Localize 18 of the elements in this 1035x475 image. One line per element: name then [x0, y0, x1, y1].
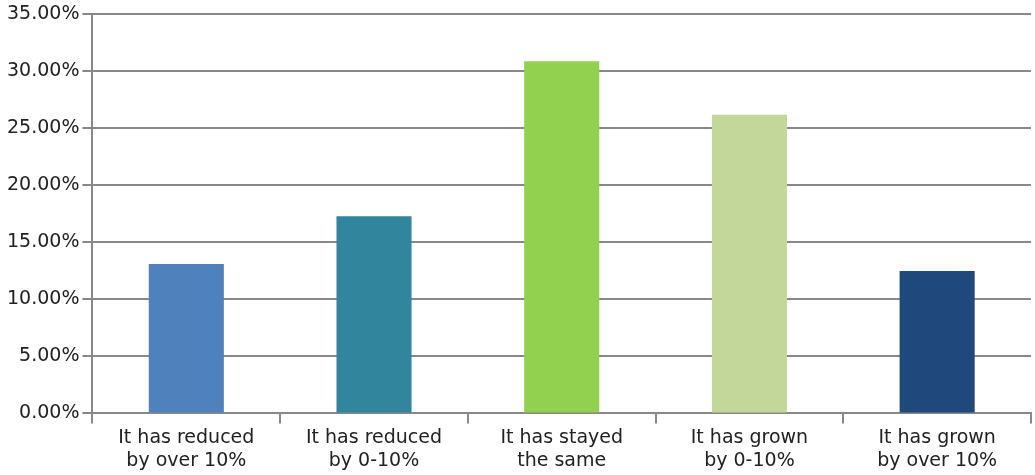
- bar: [899, 270, 975, 413]
- bar: [711, 114, 787, 413]
- x-tick-label: It has stayed the same: [500, 424, 624, 470]
- x-tick-label: It has reduced by 0-10%: [305, 424, 443, 470]
- y-tick-label: 10.00%: [6, 286, 80, 309]
- x-tick-label: It has grown by over 10%: [877, 424, 998, 470]
- bar: [336, 216, 412, 413]
- bar: [524, 61, 600, 413]
- y-tick-label: 25.00%: [6, 115, 80, 138]
- x-tick-label: It has grown by 0-10%: [690, 424, 809, 470]
- y-tick-label: 5.00%: [19, 343, 80, 366]
- y-tick-label: 15.00%: [6, 229, 80, 252]
- y-tick-label: 30.00%: [6, 58, 80, 81]
- y-tick-label: 0.00%: [19, 400, 80, 423]
- y-tick-label: 20.00%: [6, 172, 80, 195]
- bar: [148, 264, 224, 413]
- x-tick-label: It has reduced by over 10%: [118, 424, 255, 470]
- y-tick-label: 35.00%: [6, 1, 80, 24]
